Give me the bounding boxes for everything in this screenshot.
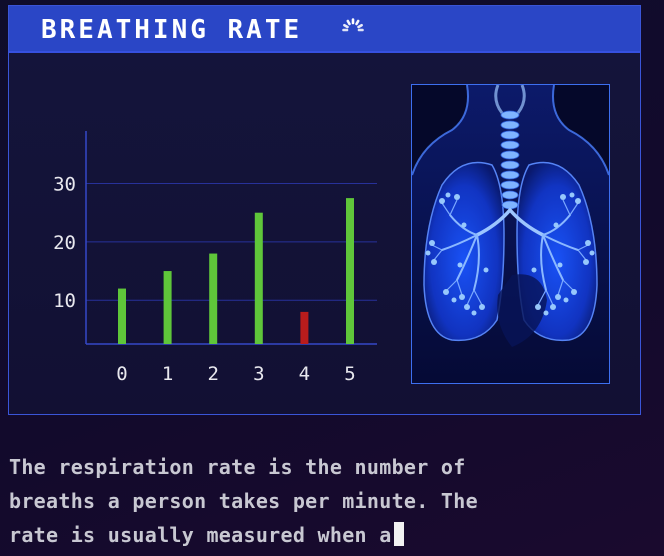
- x-tick-label: 4: [299, 363, 310, 385]
- description-line-1: The respiration rate is the number of: [9, 455, 466, 479]
- lungs-illustration: [411, 84, 610, 384]
- x-tick-label: 0: [116, 363, 127, 385]
- description-line-2: breaths a person takes per minute. The: [9, 489, 478, 513]
- lungs-icon: [412, 85, 609, 383]
- x-tick-label: 3: [253, 363, 264, 385]
- bar-0: [118, 288, 126, 344]
- x-tick-label: 2: [207, 363, 218, 385]
- x-tick-label: 5: [344, 363, 355, 385]
- y-tick-label: 30: [53, 174, 76, 196]
- bar-5: [346, 198, 354, 344]
- bar-4: [300, 311, 309, 344]
- bar-2: [209, 253, 218, 344]
- loading-spinner-icon: [342, 18, 364, 32]
- description-line-3: rate is usually measured when a: [9, 523, 392, 547]
- bar-1: [163, 271, 172, 344]
- description-text: The respiration rate is the number of br…: [9, 450, 649, 552]
- panel-header: BREATHING RATE: [9, 6, 640, 53]
- x-tick-label: 1: [162, 363, 173, 385]
- y-tick-label: 20: [53, 232, 76, 254]
- bar-3: [254, 212, 263, 344]
- breathing-rate-chart: 10 20 30 0 1 2 3 4 5: [53, 131, 377, 385]
- panel-title: BREATHING RATE: [41, 15, 303, 45]
- breathing-rate-panel: BREATHING RATE 10 20 30 0 1 2 3 4 5: [8, 5, 641, 415]
- y-tick-label: 10: [53, 290, 76, 312]
- text-cursor: [393, 522, 404, 546]
